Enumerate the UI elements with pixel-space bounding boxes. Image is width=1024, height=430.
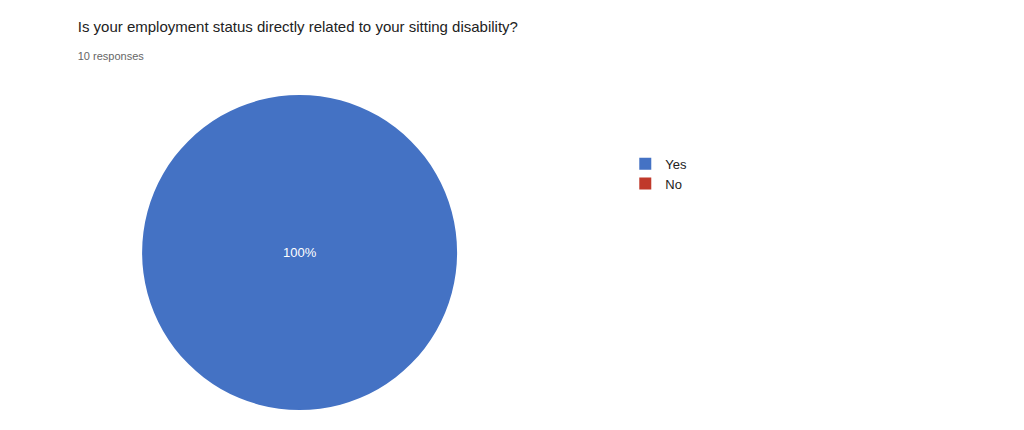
svg-text:10 responses: 10 responses [78, 50, 145, 62]
svg-text:No: No [665, 177, 682, 192]
svg-text:Yes: Yes [665, 157, 687, 172]
svg-text:Is your employment status dire: Is your employment status directly relat… [78, 18, 518, 35]
svg-text:100%: 100% [283, 245, 317, 260]
